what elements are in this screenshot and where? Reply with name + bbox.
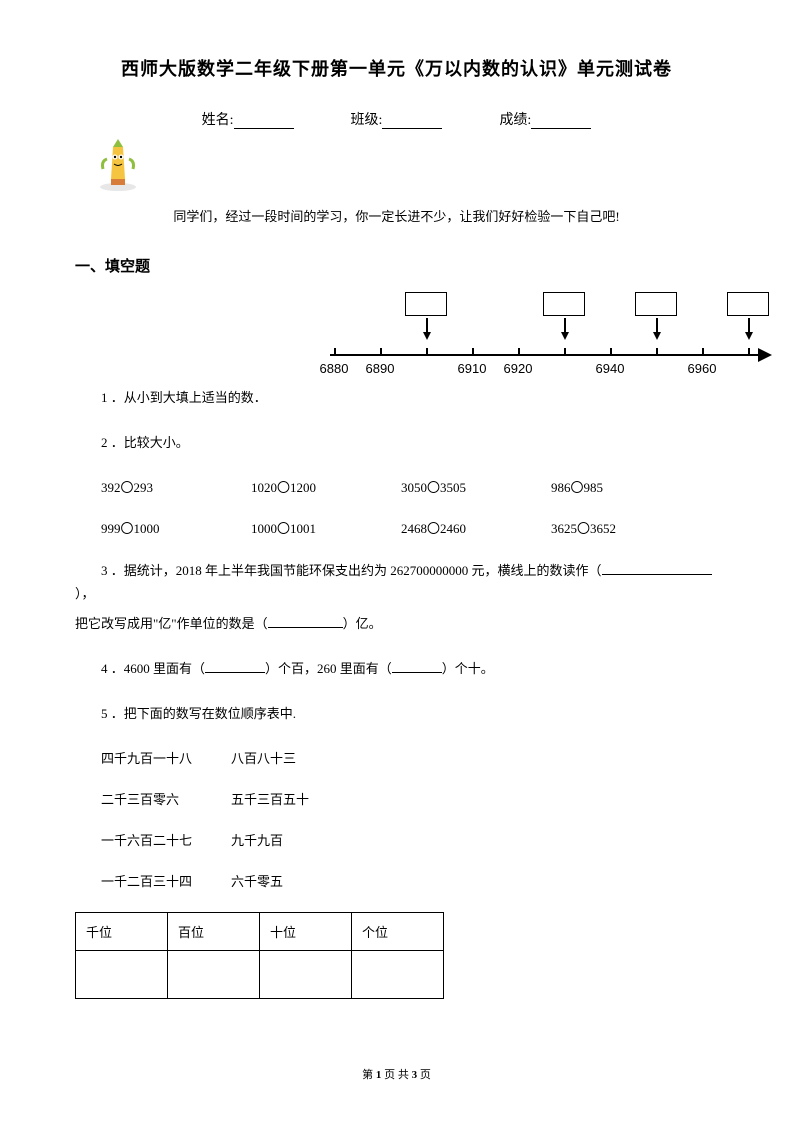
tick [472, 348, 474, 356]
tick [426, 348, 428, 356]
number-word: 一千六百二十七 [101, 830, 231, 849]
q3-blank-1[interactable] [602, 574, 712, 575]
q4-text-b: ）个百，260 里面有（ [265, 661, 392, 676]
page-title: 西师大版数学二年级下册第一单元《万以内数的认识》单元测试卷 [75, 55, 718, 81]
tick [564, 348, 566, 356]
compare-item[interactable]: 392〇293 [101, 477, 251, 496]
class-blank[interactable] [382, 115, 442, 129]
compare-item[interactable]: 986〇985 [551, 477, 701, 496]
compare-row-2: 999〇10001000〇10012468〇24603625〇3652 [75, 518, 718, 537]
compare-item[interactable]: 1020〇1200 [251, 477, 401, 496]
question-3-cont: 把它改写成用"亿"作单位的数是（ ）亿。 [75, 612, 718, 635]
table-header-cell: 百位 [168, 912, 260, 950]
number-word: 八百八十三 [231, 751, 296, 766]
page-footer: 第 1 页 共 3 页 [0, 1066, 793, 1082]
number-word: 六千零五 [231, 874, 283, 889]
q3-text-d: ）亿。 [343, 616, 382, 631]
q3-text-c: 把它改写成用"亿"作单位的数是（ [75, 616, 268, 631]
question-4: 4 ．4600 里面有（ ）个百，260 里面有（ ）个十。 [75, 657, 718, 680]
table-header-cell: 十位 [260, 912, 352, 950]
axis-arrow-icon [758, 348, 772, 362]
tick [748, 348, 750, 356]
arrow-down-icon [653, 332, 661, 340]
arrow-stem [748, 318, 750, 332]
arrow-down-icon [745, 332, 753, 340]
score-label: 成绩: [499, 109, 531, 129]
number-word: 二千三百零六 [101, 789, 231, 808]
q4-blank-2[interactable] [392, 672, 442, 673]
arrow-stem [426, 318, 428, 332]
table-header-cell: 千位 [76, 912, 168, 950]
tick-label: 6920 [504, 361, 533, 376]
compare-item[interactable]: 3050〇3505 [401, 477, 551, 496]
question-3: 3 ．据统计，2018 年上半年我国节能环保支出约为 262700000000 … [75, 559, 718, 606]
tick [610, 348, 612, 356]
table-row[interactable] [76, 950, 444, 998]
q4-text-a: 4 ．4600 里面有（ [101, 661, 205, 676]
score-blank[interactable] [531, 115, 591, 129]
student-info-line: 姓名: 班级: 成绩: [75, 109, 718, 129]
tick [518, 348, 520, 356]
number-word-line: 一千二百三十四六千零五 [75, 871, 718, 890]
answer-box[interactable] [635, 292, 677, 316]
compare-row-1: 392〇2931020〇12003050〇3505986〇985 [75, 477, 718, 496]
compare-item[interactable]: 1000〇1001 [251, 518, 401, 537]
tick [702, 348, 704, 356]
number-word: 一千二百三十四 [101, 871, 231, 890]
tick-label: 6910 [458, 361, 487, 376]
question-5: 5 ．把下面的数写在数位顺序表中. [75, 702, 718, 725]
intro-text: 同学们，经过一段时间的学习，你一定长进不少，让我们好好检验一下自己吧! [75, 206, 718, 225]
section-1-header: 一、填空题 [75, 255, 718, 276]
q3-text-b: ）， [75, 586, 95, 601]
table-header-cell: 个位 [352, 912, 444, 950]
arrow-down-icon [423, 332, 431, 340]
number-word-line: 二千三百零六五千三百五十 [75, 789, 718, 808]
name-label: 姓名: [202, 109, 234, 129]
arrow-down-icon [561, 332, 569, 340]
number-word-line: 四千九百一十八八百八十三 [75, 748, 718, 767]
compare-item[interactable]: 999〇1000 [101, 518, 251, 537]
arrow-stem [656, 318, 658, 332]
q3-text-a: 3 ．据统计，2018 年上半年我国节能环保支出约为 262700000000 … [101, 563, 602, 578]
class-label: 班级: [351, 109, 383, 129]
tick [380, 348, 382, 356]
compare-item[interactable]: 2468〇2460 [401, 518, 551, 537]
number-word-line: 一千六百二十七九千九百 [75, 830, 718, 849]
tick [334, 348, 336, 356]
question-1: 1 ．从小到大填上适当的数． [75, 386, 718, 409]
compare-item[interactable]: 3625〇3652 [551, 518, 701, 537]
name-blank[interactable] [234, 115, 294, 129]
answer-box[interactable] [405, 292, 447, 316]
tick-label: 6890 [366, 361, 395, 376]
arrow-stem [564, 318, 566, 332]
axis-line [330, 354, 760, 356]
tick [656, 348, 658, 356]
q4-blank-1[interactable] [205, 672, 265, 673]
number-word: 九千九百 [231, 833, 283, 848]
q3-blank-2[interactable] [268, 627, 343, 628]
answer-box[interactable] [543, 292, 585, 316]
pencil-cartoon-icon [95, 139, 718, 198]
number-word: 五千三百五十 [231, 792, 309, 807]
tick-label: 6940 [596, 361, 625, 376]
q4-text-c: ）个十。 [442, 661, 494, 676]
number-word: 四千九百一十八 [101, 748, 231, 767]
number-line-diagram: 688068906910692069406960 [330, 292, 770, 382]
answer-box[interactable] [727, 292, 769, 316]
place-value-table: 千位百位十位个位 [75, 912, 444, 999]
tick-label: 6880 [320, 361, 349, 376]
question-2: 2 ．比较大小。 [75, 431, 718, 454]
tick-label: 6960 [688, 361, 717, 376]
